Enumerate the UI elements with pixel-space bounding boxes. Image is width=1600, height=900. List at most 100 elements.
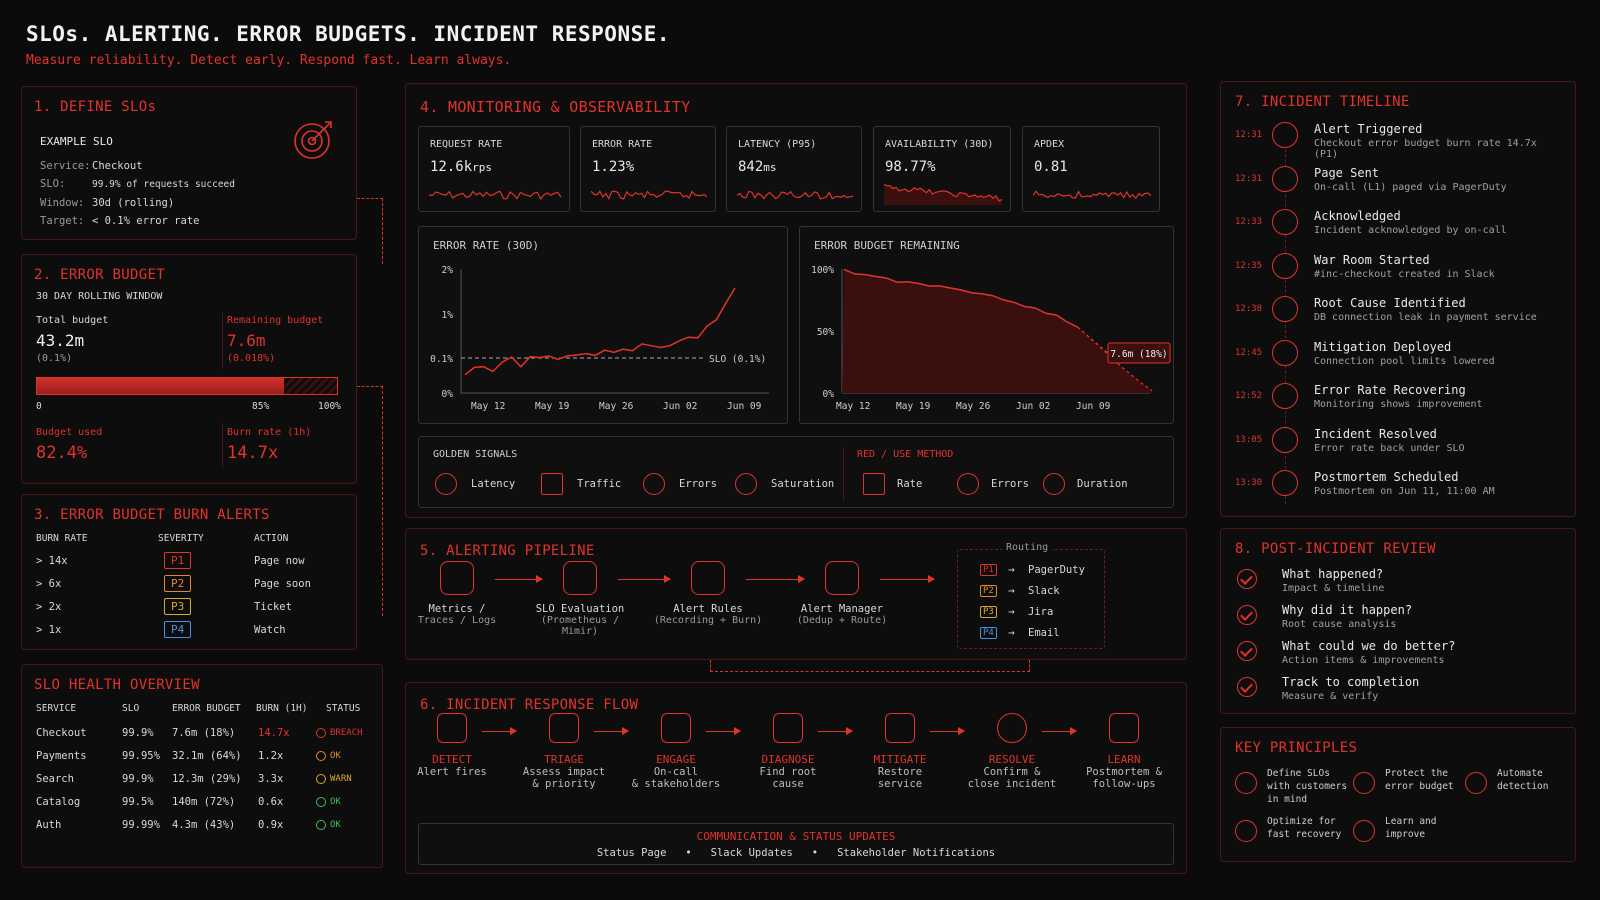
status-badge: WARN (330, 774, 352, 784)
check-shield-icon (1237, 677, 1257, 697)
health-slo: 99.9% (122, 773, 154, 785)
pipeline-step: Alert Manager (Dedup + Route) (786, 561, 898, 626)
routing-title: Routing (1002, 542, 1053, 553)
burn-header-rate: BURN RATE (36, 533, 88, 544)
people-icon (1272, 252, 1298, 279)
errors-icon (643, 473, 665, 495)
pipeline-step-title: Alert Rules (673, 603, 743, 615)
pipeline-step-title: SLO Evaluation (535, 603, 625, 615)
review-question: Track to completion (1282, 675, 1420, 689)
metric-label: ERROR RATE (592, 139, 653, 150)
timeline-item: 12:31 Page Sent On-call (L1) paged via Pag… (1221, 165, 1561, 206)
metric-label: LATENCY (P95) (738, 139, 817, 150)
x-tick-label: May 26 (599, 401, 634, 412)
red-method-label: Rate (897, 478, 923, 490)
route-arrow: → (1008, 584, 1015, 597)
pipeline-arrow (746, 575, 805, 583)
slo-health-title: SLO HEALTH OVERVIEW (34, 677, 200, 693)
key-principles-panel: KEY PRINCIPLES Define SLOs with customers… (1220, 727, 1576, 862)
incident-response-title: 6. INCIDENT RESPONSE FLOW (420, 697, 639, 713)
post-incident-review-panel: 8. POST-INCIDENT REVIEW What happened? Im… (1220, 528, 1576, 714)
timeline-event-title: Acknowledged (1314, 209, 1401, 223)
metric-value-number: 0.81 (1034, 159, 1068, 175)
remaining-budget-pct: (0.018%) (227, 353, 276, 364)
incident-step: TRIAGE Assess impact & priority (508, 713, 620, 790)
send-icon (1272, 165, 1298, 192)
health-header: STATUS (326, 703, 361, 714)
target-icon (1353, 820, 1375, 842)
burn-alerts-panel: 3. ERROR BUDGET BURN ALERTS BURN RATE SE… (21, 494, 357, 650)
timeline-event-desc: On-call (L1) paged via PagerDuty (1314, 181, 1507, 193)
metric-label: REQUEST RATE (430, 139, 503, 150)
golden-signal-label: Errors (679, 478, 717, 490)
budget-area-fill (842, 269, 1152, 393)
burn-row-rate: > 1x (36, 624, 62, 636)
incident-step-desc1: Assess impact (522, 766, 606, 778)
timeline-time: 13:30 (1235, 478, 1263, 488)
y-tick-label: 0% (442, 389, 454, 400)
timeline-event-title: Incident Resolved (1314, 426, 1437, 441)
y-tick-label: 1% (442, 310, 454, 321)
timeline-event-title: Page Sent (1314, 165, 1380, 180)
timeline-event-title: Alert Triggered (1314, 122, 1423, 136)
incident-step: MITIGATE Restore service (844, 713, 956, 790)
document-alert-icon (691, 561, 725, 595)
pipeline-step-desc: (Recording + Burn) (653, 615, 763, 626)
pipeline-step-desc: (Dedup + Route) (796, 615, 888, 626)
health-service: Search (36, 773, 74, 785)
status-icon (316, 797, 326, 807)
health-burn: 3.3x (258, 773, 284, 785)
rate-icon (863, 473, 885, 495)
timeline-item: 12:33 Acknowledged Incident acknowledged b… (1221, 209, 1561, 249)
principle-line2: with customers (1267, 781, 1348, 792)
timeline-time: 12:52 (1235, 391, 1263, 401)
principle-line2: fast recovery (1267, 829, 1342, 840)
route-arrow: → (1008, 605, 1015, 618)
golden-signals-title: GOLDEN SIGNALS (433, 449, 518, 460)
health-burn: 14.7x (258, 727, 290, 739)
slo-threshold-label: SLO (0.1%) (709, 354, 766, 365)
check-circle-icon (997, 713, 1027, 743)
communication-title: COMMUNICATION & STATUS UPDATES (696, 830, 896, 843)
metric-card: ERROR RATE 1.23% (580, 126, 716, 212)
incident-step-title: DETECT (432, 753, 472, 766)
incident-arrow (594, 727, 629, 735)
incident-step-title: MITIGATE (873, 753, 927, 766)
burn-row-action: Watch (254, 624, 286, 636)
status-icon (316, 774, 326, 784)
budget-remaining-chart-svg: 100% 50% 0%May 12 May 19 May 26 Jun 02 Jun 09 7… (811, 265, 1171, 412)
golden-signal-label: Latency (471, 478, 516, 490)
monitoring-title: 4. MONITORING & OBSERVABILITY (420, 98, 691, 116)
budget-remaining-chart-title: ERROR BUDGET REMAINING (814, 239, 960, 252)
metric-value-number: 98.77% (885, 159, 936, 175)
timeline-event-desc: Connection pool limits lowered (1314, 355, 1495, 367)
magnifier-icon (549, 713, 579, 743)
budget-used-label: Budget used (36, 427, 103, 438)
health-burn: 0.9x (258, 819, 284, 831)
metric-value: 1.23% (592, 159, 634, 175)
incident-step-title: RESOLVE (988, 753, 1036, 766)
incident-response-panel: 6. INCIDENT RESPONSE FLOW DETECT Alert fi… (405, 682, 1187, 874)
health-header: SLO (122, 703, 140, 714)
shield-dollar-icon (1353, 772, 1375, 794)
route-badge: P1 (980, 564, 997, 576)
principle-line2: error budget (1385, 781, 1454, 792)
bell-icon (1272, 122, 1298, 148)
monitor-pulse-icon (773, 713, 803, 743)
budget-remaining-line (843, 268, 1079, 328)
incident-step-desc1: Find root (759, 766, 817, 778)
remaining-budget-value: 7.6m (227, 331, 266, 350)
budget-used-value: 82.4% (36, 443, 88, 463)
gear-icon (1465, 772, 1487, 794)
alerting-pipeline-panel: 5. ALERTING PIPELINE Metrics / Traces / L… (405, 528, 1187, 660)
database-icon (440, 561, 474, 595)
x-tick-label: May 26 (956, 401, 991, 412)
incident-step-title: TRIAGE (544, 753, 584, 766)
pipeline-step: SLO Evaluation (Prometheus / Mimir) (524, 561, 636, 637)
budget-progress-fill (37, 378, 285, 394)
metric-value: 0.81 (1034, 159, 1068, 175)
health-burn: 1.2x (258, 750, 284, 762)
incident-arrow (482, 727, 517, 735)
check-shield-icon (1237, 641, 1257, 661)
sparkline-line (1033, 190, 1151, 200)
